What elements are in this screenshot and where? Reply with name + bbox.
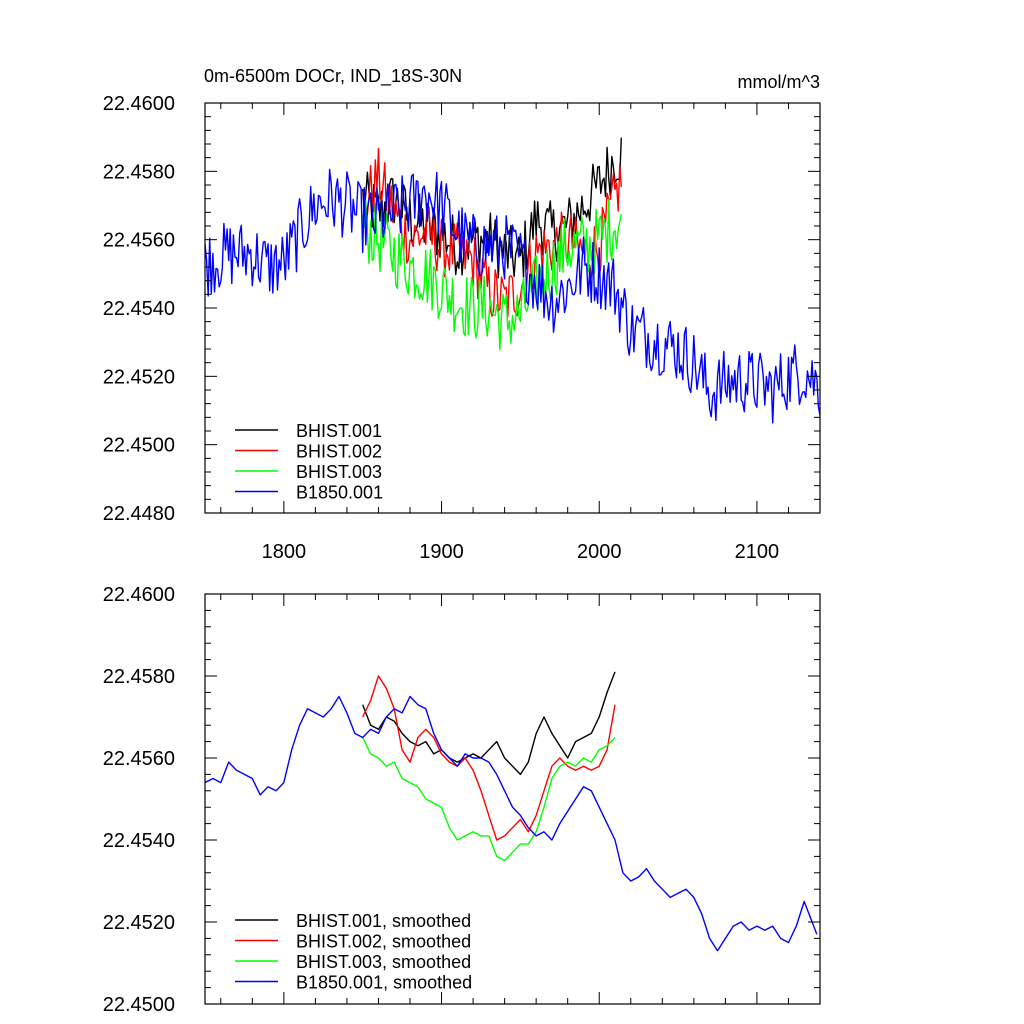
y-axis-bottom: 22.4500 22.4520 22.4540 22.4560 22.4580 22.46… [103, 584, 820, 1016]
y-tick-label: 22.4580 [103, 666, 175, 688]
series-line-bottom-2 [362, 737, 616, 862]
legend-label: BHIST.002, smoothed [296, 932, 471, 952]
y-tick-label: 22.4600 [103, 584, 175, 606]
chart-title: 0m-6500m DOCr, IND_18S-30N [204, 66, 462, 87]
x-axis-top: 1800 1900 2000 2100 [220, 103, 821, 563]
y-tick-label: 22.4520 [103, 912, 175, 934]
x-tick-label: 1900 [419, 541, 464, 563]
series-group-top [205, 137, 820, 424]
y-tick-label: 22.4520 [103, 366, 175, 388]
y-tick-label: 22.4600 [103, 93, 175, 115]
series-line-bottom-0 [362, 671, 616, 776]
legend-label: B1850.001 [296, 483, 383, 503]
y-axis-top: 22.4480 22.4500 22.4520 22.4540 22.4560 22.45… [103, 93, 820, 525]
legend-label: BHIST.001 [296, 421, 382, 441]
y-tick-label: 22.4560 [103, 748, 175, 770]
series-group-bottom [205, 671, 818, 952]
y-tick-label: 22.4480 [103, 503, 175, 525]
y-tick-label: 22.4540 [103, 830, 175, 852]
y-tick-label: 22.4560 [103, 230, 175, 252]
x-tick-label: 1800 [262, 541, 307, 563]
series-line-top-1 [362, 147, 622, 318]
bottom-panel: 22.4500 22.4520 22.4540 22.4560 22.4580 22.46… [103, 584, 821, 1016]
legend-label: BHIST.001, smoothed [296, 911, 471, 931]
legend-label: BHIST.003 [296, 462, 382, 482]
x-axis-bottom [220, 594, 821, 1004]
x-tick-label: 2100 [735, 541, 780, 563]
y-tick-label: 22.4500 [103, 994, 175, 1016]
series-line-bottom-1 [362, 675, 616, 841]
plot-frame-bottom [204, 593, 821, 1005]
series-line-top-3 [205, 168, 820, 424]
legend-label: BHIST.002 [296, 442, 382, 462]
y-tick-label: 22.4540 [103, 298, 175, 320]
legend-label: B1850.001, smoothed [296, 973, 472, 993]
y-tick-label: 22.4580 [103, 161, 175, 183]
y-tick-label: 22.4500 [103, 435, 175, 457]
series-line-top-2 [362, 198, 622, 351]
legend-label: BHIST.003, smoothed [296, 952, 471, 972]
top-panel: 0m-6500m DOCr, IND_18S-30N mmol/m^3 22.4… [103, 66, 821, 563]
series-line-bottom-3 [205, 695, 818, 952]
units-label: mmol/m^3 [738, 72, 820, 92]
x-tick-label: 2000 [577, 541, 622, 563]
